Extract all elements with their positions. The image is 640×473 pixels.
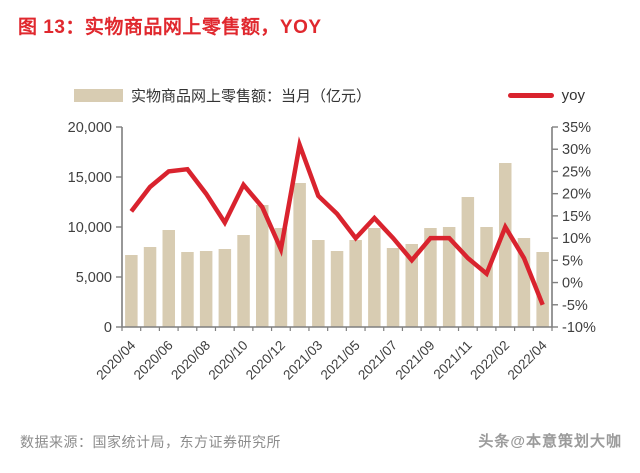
right-axis-label: 30%: [562, 142, 591, 158]
right-axis-label: 0%: [562, 276, 583, 292]
left-axis-label: 0: [104, 320, 112, 336]
bar-2020/09: [218, 249, 232, 327]
bar-2022/02: [499, 163, 512, 327]
x-axis-label: 2021/09: [392, 338, 437, 383]
right-axis-label: 35%: [562, 120, 591, 136]
bar-2021/04: [330, 251, 344, 327]
page-title: 图 13：实物商品网上零售额，YOY: [18, 17, 322, 38]
x-axis-label: 2021/05: [318, 338, 363, 383]
right-axis-label: -5%: [562, 298, 588, 314]
bar-2020/08: [199, 251, 213, 327]
bar-2021/03: [312, 240, 325, 327]
bar-2020/06: [162, 230, 175, 327]
left-axis-label: 10,000: [68, 220, 112, 236]
right-axis-label: 5%: [562, 253, 583, 269]
x-axis-label: 2022/02: [467, 338, 512, 383]
x-axis-label: 2021/03: [280, 338, 325, 383]
right-axis-label: 15%: [562, 209, 591, 225]
bar-2020/07: [181, 252, 194, 327]
legend-line-label: yoy: [561, 86, 585, 104]
right-axis-label: 20%: [562, 187, 591, 203]
x-axis-label: 2021/07: [355, 338, 400, 383]
x-axis-label: 2020/08: [168, 338, 213, 383]
left-axis-label: 15,000: [68, 170, 112, 186]
x-axis-label: 2020/06: [131, 338, 176, 383]
bar-2021/09: [424, 228, 437, 327]
line-series-swatch-icon: [507, 92, 554, 98]
bar-2021/06: [368, 228, 381, 327]
right-axis-label: 25%: [562, 164, 591, 180]
bar-2020/04: [125, 255, 138, 327]
bar-2022/04: [536, 252, 549, 327]
bar-2021/07: [386, 248, 400, 327]
x-axis-label: 2020/04: [93, 337, 138, 382]
yoy-line: [129, 136, 545, 306]
bar-2021/02: [293, 183, 306, 327]
bar-2020/05: [143, 247, 157, 327]
legend-item-line: yoy: [507, 86, 585, 104]
chart-legend: 实物商品网上零售额：当月（亿元） yoy: [74, 85, 585, 106]
data-source-note: 数据来源：国家统计局，东方证券研究所: [20, 434, 281, 450]
bar-series-swatch-icon: [74, 88, 123, 102]
x-axis-label: 2020/10: [206, 338, 251, 383]
bar-2021/12: [480, 227, 493, 327]
x-axis-label: 2021/11: [431, 338, 475, 382]
bar-2021/10: [442, 227, 456, 327]
right-axis-label: 10%: [562, 231, 591, 247]
bar-2020/11: [256, 205, 269, 327]
bar-2021/11: [461, 197, 475, 327]
legend-bar-label: 实物商品网上零售额：当月（亿元）: [131, 87, 372, 105]
left-axis-label: 20,000: [68, 120, 112, 136]
x-axis-label: 2020/12: [243, 338, 288, 383]
bar-2021/08: [405, 244, 418, 327]
x-axis-label: 2022/04: [505, 337, 550, 382]
bar-2021/05: [349, 240, 362, 327]
bar-2020/10: [237, 235, 250, 327]
watermark-text: 头条@本意策划大咖: [478, 433, 622, 450]
left-axis-label: 5,000: [76, 270, 112, 286]
right-axis-label: -10%: [562, 320, 596, 336]
legend-item-bar: 实物商品网上零售额：当月（亿元）: [74, 85, 371, 106]
bar-2020/12: [274, 228, 288, 327]
